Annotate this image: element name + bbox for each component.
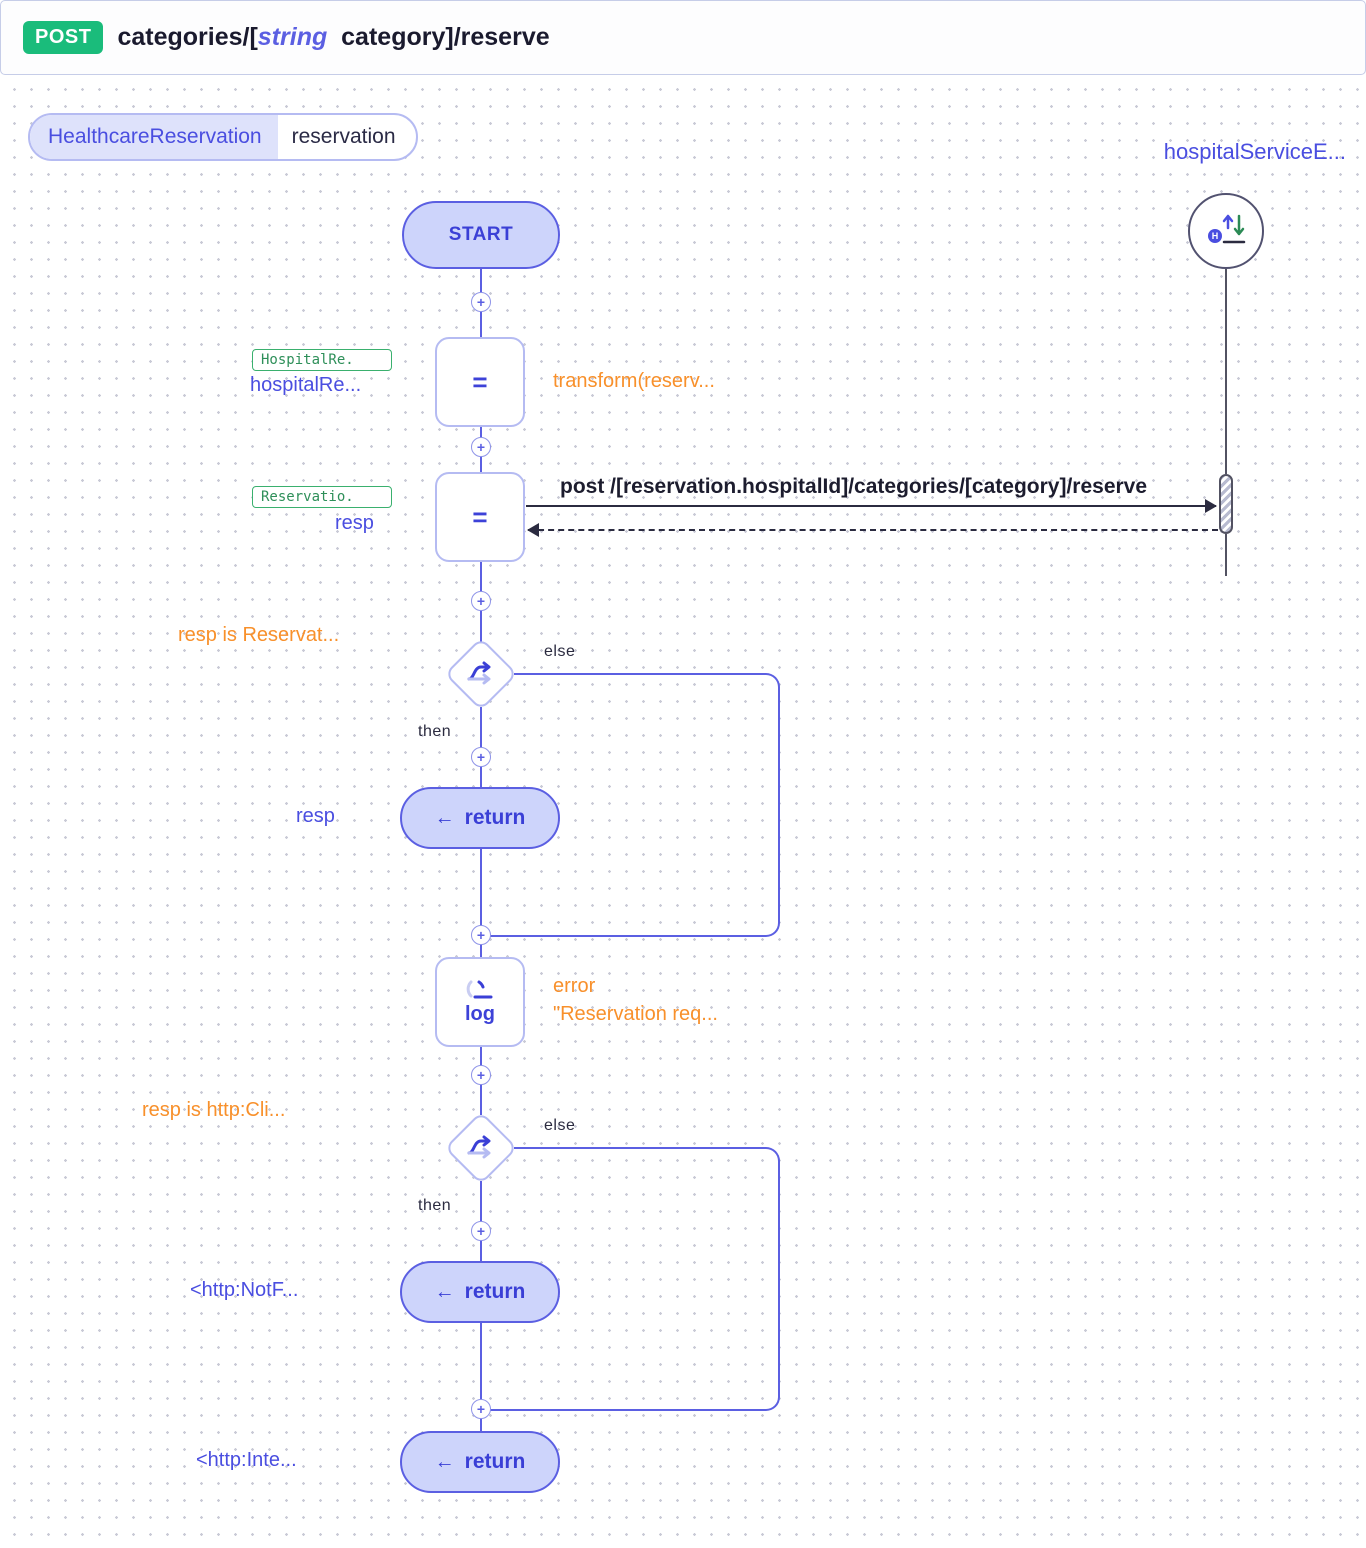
- return-label: return: [465, 1280, 526, 1304]
- start-node[interactable]: START: [402, 201, 560, 269]
- log-arg2: "Reservation req...: [553, 1003, 718, 1026]
- return2-value: <http:NotF...: [190, 1279, 298, 1302]
- route-prefix: categories/[: [117, 23, 257, 52]
- add-node-button[interactable]: +: [471, 591, 491, 611]
- endpoint-stem-2: [1225, 534, 1227, 576]
- branch-icon: [444, 637, 518, 711]
- return-label: return: [465, 806, 526, 830]
- log-label: log: [465, 1003, 495, 1026]
- then-label-1: then: [418, 723, 451, 741]
- edge-corner: [760, 917, 780, 937]
- edge: [778, 1167, 780, 1391]
- flow-canvas[interactable]: HealthcareReservation reservation hospit…: [0, 75, 1366, 1548]
- route-param-name: category: [341, 23, 445, 52]
- route-param-space: [327, 23, 341, 52]
- type-tag-2: Reservatio.: [252, 486, 392, 508]
- param-name: reservation: [278, 115, 416, 159]
- param-type: HealthcareReservation: [30, 115, 278, 159]
- return-node-3[interactable]: ← return: [400, 1431, 560, 1493]
- route-path: categories/[ string category ]/reserve: [117, 23, 549, 52]
- log-icon: [465, 979, 495, 1001]
- endpoint-stem: [1225, 269, 1227, 474]
- var-label-1: hospitalRe...: [250, 374, 361, 397]
- add-node-button[interactable]: +: [471, 437, 491, 457]
- return-node-1[interactable]: ← return: [400, 787, 560, 849]
- add-node-button[interactable]: +: [471, 925, 491, 945]
- endpoint-node[interactable]: H: [1188, 193, 1264, 269]
- param-pill[interactable]: HealthcareReservation reservation: [28, 113, 418, 161]
- return-label: return: [465, 1450, 526, 1474]
- log-arg1: error: [553, 975, 595, 998]
- edge: [514, 1147, 760, 1149]
- endpoint-label: hospitalServiceE...: [1164, 139, 1346, 165]
- expr-label-1: transform(reserv...: [553, 370, 715, 393]
- then-label-2: then: [418, 1197, 451, 1215]
- edge: [482, 1409, 760, 1411]
- return-arrow-icon: ←: [435, 1451, 455, 1474]
- type-tag-1: HospitalRe.: [252, 349, 392, 371]
- route-param-type: string: [258, 23, 327, 52]
- request-arrow: [526, 505, 1216, 507]
- response-arrow: [528, 529, 1218, 531]
- start-label: START: [449, 224, 513, 246]
- return-arrow-icon: ←: [435, 807, 455, 830]
- branch-icon: [444, 1111, 518, 1185]
- return1-value: resp: [296, 805, 335, 828]
- else-label-1: else: [544, 643, 575, 661]
- return-node-2[interactable]: ← return: [400, 1261, 560, 1323]
- log-node[interactable]: log: [435, 957, 525, 1047]
- add-node-button[interactable]: +: [471, 292, 491, 312]
- svg-text:H: H: [1212, 231, 1219, 241]
- branch1-cond: resp is Reservat...: [178, 624, 339, 647]
- route-header: POST categories/[ string category ]/rese…: [0, 0, 1366, 75]
- endpoint-plug: [1219, 474, 1233, 534]
- assign-op: =: [472, 367, 487, 398]
- var-label-2: resp: [335, 512, 374, 535]
- edge: [514, 673, 760, 675]
- add-node-button[interactable]: +: [471, 747, 491, 767]
- add-node-button[interactable]: +: [471, 1399, 491, 1419]
- branch-node-2[interactable]: [444, 1111, 518, 1185]
- route-suffix: ]/reserve: [445, 23, 549, 52]
- edge-corner: [760, 673, 780, 693]
- edge-corner: [760, 1391, 780, 1411]
- assign-node-2[interactable]: =: [435, 472, 525, 562]
- add-node-button[interactable]: +: [471, 1065, 491, 1085]
- branch2-cond: resp is http:Cli...: [142, 1099, 285, 1122]
- edge: [778, 693, 780, 917]
- edge-corner: [760, 1147, 780, 1167]
- http-method-badge: POST: [23, 21, 103, 54]
- assign-node-1[interactable]: =: [435, 337, 525, 427]
- endpoint-icon: H: [1204, 212, 1248, 250]
- edge: [482, 935, 760, 937]
- assign-op: =: [472, 502, 487, 533]
- return-arrow-icon: ←: [435, 1281, 455, 1304]
- request-label: post /[reservation.hospitalId]/categorie…: [560, 475, 1147, 499]
- branch-node-1[interactable]: [444, 637, 518, 711]
- return3-value: <http:Inte...: [196, 1449, 297, 1472]
- add-node-button[interactable]: +: [471, 1221, 491, 1241]
- else-label-2: else: [544, 1117, 575, 1135]
